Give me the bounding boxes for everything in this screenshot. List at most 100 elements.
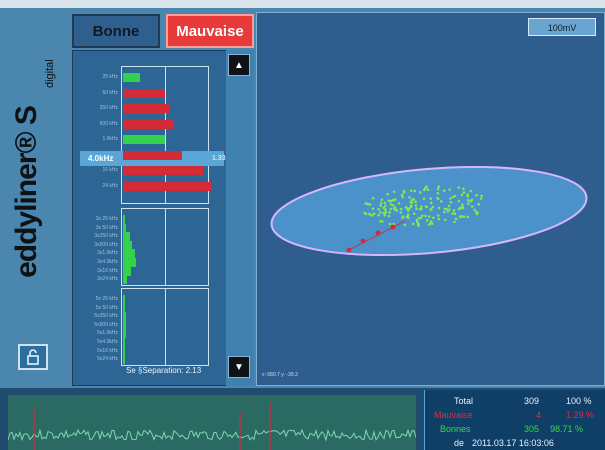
scale-button[interactable]: 100mV	[528, 18, 596, 36]
stat-total-label: Total	[454, 396, 474, 406]
good-point	[392, 207, 396, 210]
stat-total-count: 309	[524, 396, 540, 406]
level-bar	[123, 295, 125, 304]
tab-bad[interactable]: Mauvaise	[166, 14, 254, 48]
harmonic-row[interactable]: 5x 50 kHz	[78, 301, 224, 316]
tab-good[interactable]: Bonne	[72, 14, 160, 48]
level-bar	[123, 232, 131, 242]
good-point	[473, 208, 476, 212]
frequency-row[interactable]: 16 kHz	[78, 163, 224, 178]
frequency-row[interactable]: 25 kHz	[78, 70, 224, 85]
harmonic-row[interactable]: 3x 50 kHz	[78, 221, 224, 236]
stat-total-row: Total 309 100 %	[430, 396, 600, 408]
good-point	[470, 198, 474, 202]
stat-good-pct: 98.71 %	[550, 424, 584, 434]
harmonic-row[interactable]: 5x16 kHz	[78, 344, 224, 359]
harmonic-row[interactable]: 3x500 kHz	[78, 238, 224, 253]
harmonic-row[interactable]: 3x24 kHz	[78, 272, 224, 287]
level-bar	[123, 275, 127, 285]
selected-frequency-value: 1.33	[212, 155, 226, 162]
good-point	[403, 223, 407, 227]
good-point	[409, 201, 412, 204]
good-point	[453, 194, 457, 198]
good-point	[363, 211, 366, 215]
harmonic-row[interactable]: 5x 25 kHz	[78, 292, 224, 307]
good-point	[457, 186, 460, 189]
scroll-down-button[interactable]: ▼	[228, 356, 250, 378]
harmonic-row[interactable]: 5x500 kHz	[78, 318, 224, 333]
bad-point	[360, 238, 366, 244]
frequency-row[interactable]: 50 kHz	[78, 86, 224, 101]
good-point	[371, 196, 375, 200]
harmonic-label: 5x16 kHz	[97, 347, 118, 354]
good-point	[436, 191, 440, 195]
trend-svg	[8, 401, 416, 450]
frequency-row[interactable]: 500 kHz	[78, 117, 224, 132]
good-point	[409, 189, 413, 192]
good-point	[453, 220, 456, 224]
good-point	[414, 204, 418, 207]
good-point	[421, 214, 424, 218]
data-points	[346, 185, 483, 253]
harmonic-label: 5x1.0kHz	[97, 330, 118, 337]
good-point	[454, 217, 458, 221]
good-point	[451, 195, 455, 199]
good-point	[447, 204, 451, 208]
good-point	[425, 205, 428, 209]
selected-frequency-label: 4.0kHz	[88, 154, 114, 163]
good-point	[443, 207, 447, 211]
level-bar	[123, 355, 125, 365]
harmonic-row[interactable]: 3x 25 kHz	[78, 212, 224, 227]
tolerance-ellipse	[270, 165, 588, 257]
good-point	[440, 200, 443, 203]
good-point	[415, 220, 419, 223]
good-point	[379, 211, 382, 214]
harmonic-row[interactable]: 3x1.0kHz	[78, 246, 224, 261]
level-bar	[123, 88, 166, 98]
good-point	[426, 188, 430, 191]
frequency-label: 25 kHz	[102, 74, 118, 80]
lock-button[interactable]	[18, 344, 48, 370]
good-point	[368, 203, 372, 206]
bad-point	[375, 230, 381, 236]
harmonic-label: 5x 25 kHz	[95, 296, 118, 302]
harmonic-label: 5x24 kHz	[97, 356, 118, 363]
frequency-row[interactable]: 250 kHz	[78, 101, 224, 116]
good-point	[372, 212, 376, 215]
harmonic-label: 5x 50 kHz	[95, 304, 118, 311]
harmonic-row[interactable]: 5x250 kHz	[78, 309, 224, 324]
harmonic-row[interactable]: 3x16 kHz	[78, 264, 224, 279]
level-bar	[123, 119, 175, 129]
separation-readout: Se §Separation: 2.13	[126, 366, 202, 375]
harmonic-label: 5x500 kHz	[94, 321, 118, 328]
bad-trace-line	[348, 220, 406, 251]
frequency-row[interactable]: 24 kHz	[78, 179, 224, 194]
good-point	[409, 204, 413, 207]
level-bar	[123, 346, 125, 356]
harmonic-row[interactable]: 5x1.0kHz	[78, 326, 224, 341]
good-point	[425, 185, 428, 188]
stat-bad-label: Mauvaise	[434, 410, 473, 420]
good-point	[389, 207, 392, 211]
bad-point	[390, 224, 396, 230]
good-point	[449, 197, 452, 200]
good-point	[467, 202, 470, 206]
trend-line	[8, 428, 416, 442]
frequency-row[interactable]: 1.0kHz	[78, 132, 224, 147]
good-point	[383, 213, 387, 217]
good-point	[371, 207, 375, 211]
chevron-up-icon: ▲	[234, 60, 244, 71]
good-point	[404, 206, 408, 209]
level-bar	[123, 166, 204, 175]
good-point	[449, 201, 453, 204]
level-bar	[123, 104, 169, 113]
harmonic-label: 3x16 kHz	[97, 267, 118, 274]
brand-subtitle: digital	[44, 59, 56, 88]
harmonic-row[interactable]: 5x24 kHz	[78, 352, 224, 367]
scrollbar[interactable]	[226, 50, 254, 386]
harmonic-row[interactable]: 5x4.0kHz	[78, 335, 224, 350]
harmonic-row[interactable]: 3x4.0kHz	[78, 255, 224, 270]
good-point	[399, 211, 403, 214]
scroll-up-button[interactable]: ▲	[228, 54, 250, 76]
harmonic-row[interactable]: 3x250 kHz	[78, 229, 224, 244]
